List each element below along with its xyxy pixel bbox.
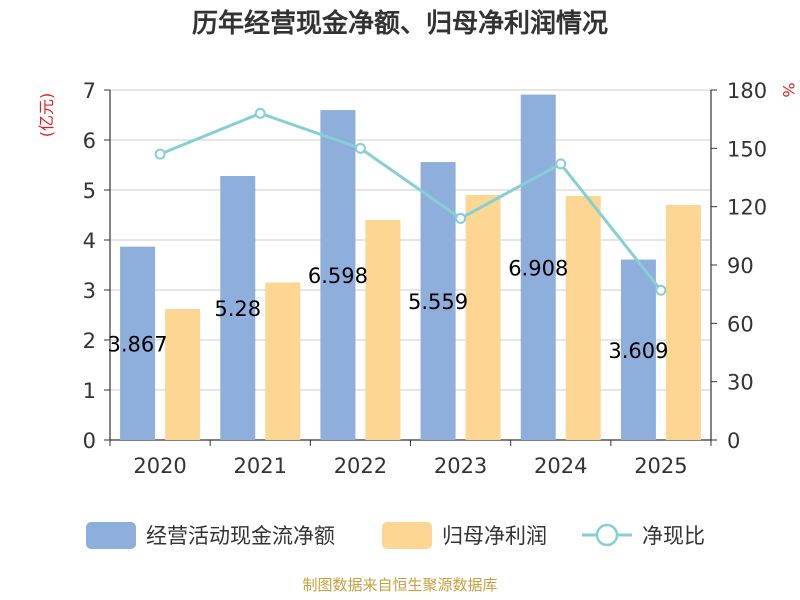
data-label: 5.559 <box>408 290 468 314</box>
right-tick-label: 180 <box>727 79 767 103</box>
right-tick-label: 90 <box>727 254 754 278</box>
source-note: 制图数据来自恒生聚源数据库 <box>302 576 497 594</box>
data-labels: 3.867 5.28 6.598 5.559 6.908 3.609 <box>108 256 669 362</box>
left-tick-label: 3 <box>83 279 96 303</box>
legend-label-ratio: 净现比 <box>642 524 705 548</box>
right-tick-label: 120 <box>727 196 767 220</box>
ratio-point <box>555 158 567 170</box>
ratio-point <box>154 148 166 160</box>
net-profit-bar <box>165 309 201 440</box>
legend-swatch-ratio-marker <box>595 523 619 547</box>
x-tick-label: 2025 <box>634 454 687 478</box>
x-tick-label: 2024 <box>534 454 587 478</box>
legend-label-cashflow: 经营活动现金流净额 <box>146 524 335 548</box>
bars <box>120 94 701 441</box>
cashflow-bar <box>320 110 356 440</box>
left-tick-label: 2 <box>83 329 96 353</box>
x-tick-label: 2021 <box>234 454 287 478</box>
cashflow-bar <box>620 259 656 440</box>
left-tick-label: 7 <box>83 79 96 103</box>
data-label: 3.867 <box>108 332 168 356</box>
ratio-point <box>354 142 366 154</box>
data-label: 5.28 <box>214 297 261 321</box>
data-label: 3.609 <box>608 339 668 363</box>
left-tick-label: 1 <box>83 379 96 403</box>
axes: 0 1 2 3 4 5 6 7 0 30 60 90 120 150 180 2020 2021 2022 2023… <box>83 79 767 478</box>
left-tick-label: 6 <box>83 129 96 153</box>
ratio-line-path <box>159 111 663 292</box>
legend-swatch-net-profit <box>382 522 432 549</box>
right-axis-unit: % <box>779 82 798 97</box>
ratio-point <box>254 107 266 119</box>
x-tick-label: 2022 <box>334 454 387 478</box>
legend-label-net-profit: 归母净利润 <box>442 524 547 548</box>
data-label: 6.598 <box>308 264 368 288</box>
chart-title: 历年经营现金净额、归母净利润情况 <box>192 8 608 39</box>
legend: 经营活动现金流净额 归母净利润 净现比 <box>86 522 705 549</box>
net-profit-bar <box>265 282 301 440</box>
left-tick-label: 5 <box>83 179 96 203</box>
x-tick-label: 2023 <box>434 454 487 478</box>
cashflow-bar <box>520 94 556 440</box>
cashflow-bar <box>420 162 456 441</box>
right-tick-label: 150 <box>727 137 767 161</box>
left-tick-label: 4 <box>83 229 96 253</box>
legend-swatch-cashflow <box>86 522 136 549</box>
right-tick-label: 0 <box>727 429 740 453</box>
right-tick-label: 30 <box>727 371 754 395</box>
left-tick-label: 0 <box>83 429 96 453</box>
net-profit-bar <box>565 196 601 440</box>
x-tick-label: 2020 <box>133 454 186 478</box>
left-axis-unit: (亿元) <box>37 93 56 138</box>
right-tick-label: 60 <box>727 312 754 336</box>
cashflow-bar <box>120 246 156 440</box>
net-profit-bar <box>365 220 401 440</box>
ratio-point <box>455 212 467 224</box>
net-profit-bar <box>665 205 701 440</box>
ratio-point <box>655 284 667 296</box>
data-label: 6.908 <box>508 256 568 280</box>
gridlines <box>110 89 711 391</box>
cashflow-bar <box>220 176 256 440</box>
net-profit-bar <box>465 195 501 440</box>
ratio-line <box>154 107 667 296</box>
